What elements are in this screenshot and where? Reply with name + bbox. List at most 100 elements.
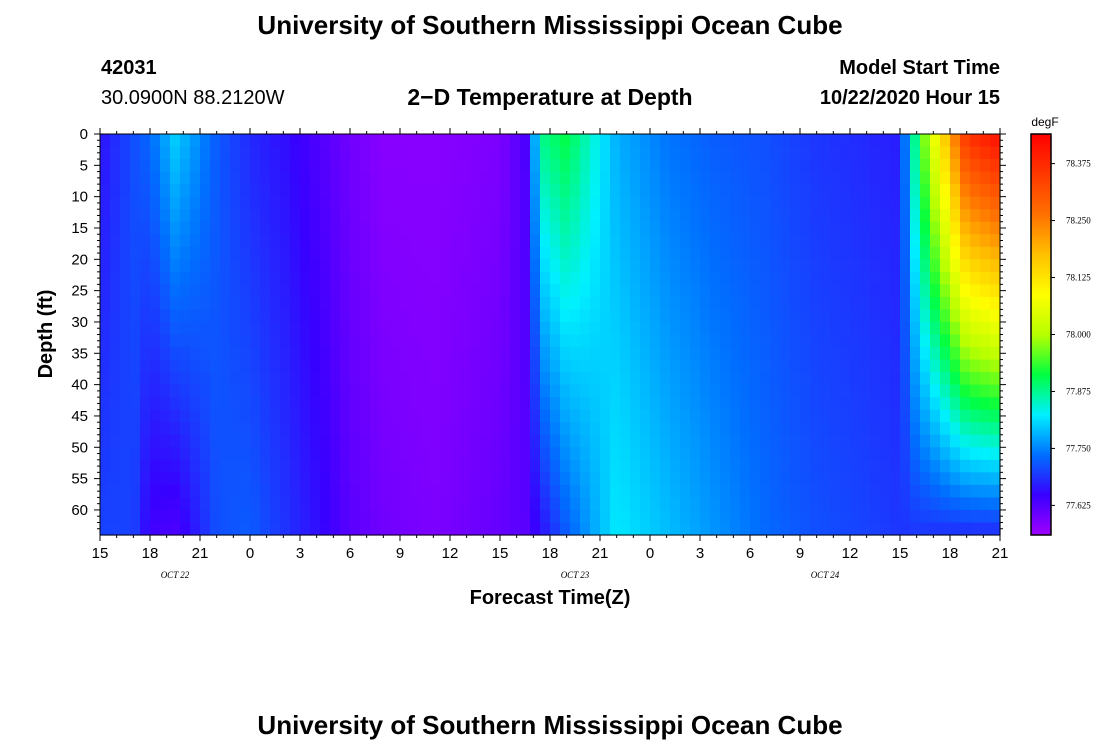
heatmap-cell	[640, 259, 651, 273]
heatmap-cell	[450, 509, 461, 524]
heatmap-cell	[960, 134, 971, 148]
heatmap-cell	[860, 259, 871, 273]
heatmap-cell	[980, 509, 991, 524]
heatmap-cell	[640, 434, 651, 448]
heatmap-cell	[750, 309, 761, 323]
heatmap-cell	[210, 171, 221, 185]
heatmap-cell	[510, 397, 521, 411]
heatmap-cell	[640, 246, 651, 260]
heatmap-cell	[940, 359, 951, 373]
heatmap-cell	[110, 259, 121, 273]
heatmap-cell	[820, 509, 831, 524]
heatmap-cell	[650, 234, 661, 248]
heatmap-cell	[120, 334, 131, 348]
heatmap-cell	[570, 497, 581, 511]
heatmap-cell	[730, 384, 741, 398]
heatmap-cell	[510, 484, 521, 499]
heatmap-cell	[190, 159, 201, 173]
heatmap-cell	[450, 522, 461, 536]
heatmap-cell	[240, 522, 251, 536]
heatmap-cell	[850, 284, 861, 298]
heatmap-cell	[750, 397, 761, 411]
heatmap-cell	[950, 146, 961, 160]
heatmap-cell	[380, 246, 391, 260]
heatmap-cell	[840, 146, 851, 160]
heatmap-cell	[240, 384, 251, 398]
heatmap-cell	[240, 296, 251, 311]
heatmap-cell	[100, 384, 111, 398]
heatmap-cell	[210, 284, 221, 298]
heatmap-cell	[580, 146, 591, 160]
heatmap-cell	[360, 334, 371, 348]
heatmap-cell	[610, 397, 621, 411]
heatmap-cell	[270, 447, 281, 461]
heatmap-cell	[230, 309, 241, 323]
heatmap-cell	[270, 171, 281, 185]
heatmap-cell	[110, 284, 121, 298]
heatmap-cell	[550, 171, 561, 185]
heatmap-cell	[890, 146, 901, 160]
heatmap-cell	[230, 259, 241, 273]
heatmap-cell	[980, 221, 991, 235]
heatmap-cell	[680, 347, 691, 361]
heatmap-cell	[800, 384, 811, 398]
heatmap-cell	[790, 459, 801, 473]
heatmap-cell	[550, 184, 561, 198]
heatmap-cell	[960, 196, 971, 210]
heatmap-cell	[490, 259, 501, 273]
heatmap-cell	[900, 246, 911, 260]
heatmap-cell	[440, 484, 451, 499]
heatmap-cell	[320, 447, 331, 461]
heatmap-cell	[580, 334, 591, 348]
x-tick-label: 6	[746, 545, 754, 562]
heatmap-cell	[140, 209, 151, 223]
heatmap-cell	[650, 397, 661, 411]
heatmap-cell	[550, 309, 561, 323]
heatmap-cell	[410, 284, 421, 298]
heatmap-cell	[570, 296, 581, 311]
heatmap-cell	[490, 196, 501, 210]
heatmap-cell	[840, 497, 851, 511]
heatmap-cell	[830, 409, 841, 423]
heatmap-cell	[250, 146, 261, 160]
heatmap-cell	[820, 434, 831, 448]
heatmap-cell	[770, 472, 781, 486]
heatmap-cell	[630, 372, 641, 386]
heatmap-cell	[520, 409, 531, 423]
heatmap-cell	[750, 159, 761, 173]
heatmap-cell	[610, 334, 621, 348]
heatmap-cell	[710, 384, 721, 398]
heatmap-cell	[150, 234, 161, 248]
heatmap-cell	[460, 472, 471, 486]
heatmap-cell	[950, 359, 961, 373]
heatmap-cell	[610, 234, 621, 248]
heatmap-cell	[130, 347, 141, 361]
heatmap-cell	[400, 134, 411, 148]
heatmap-cell	[410, 159, 421, 173]
heatmap-cell	[720, 484, 731, 499]
heatmap-cell	[200, 284, 211, 298]
heatmap-cell	[740, 409, 751, 423]
heatmap-cell	[640, 271, 651, 285]
heatmap-cell	[300, 234, 311, 248]
heatmap-cell	[340, 434, 351, 448]
heatmap-cell	[730, 221, 741, 235]
heatmap-cell	[800, 271, 811, 285]
heatmap-cell	[470, 271, 481, 285]
heatmap-cell	[780, 409, 791, 423]
heatmap-cell	[550, 196, 561, 210]
heatmap-cell	[970, 372, 981, 386]
x-axis: 15 18 21 0 3 6 9 12 15 18 21 0 3 6 9 12 15 18 21	[92, 128, 1008, 562]
heatmap-cell	[640, 372, 651, 386]
heatmap-cell	[920, 522, 931, 536]
heatmap-cell	[670, 196, 681, 210]
heatmap-cell	[350, 171, 361, 185]
heatmap-cell	[880, 484, 891, 499]
heatmap-cell	[460, 259, 471, 273]
heatmap-cell	[610, 146, 621, 160]
heatmap-cell	[880, 509, 891, 524]
heatmap-cell	[940, 309, 951, 323]
heatmap-cell	[640, 472, 651, 486]
x-tick-label: 21	[592, 545, 609, 562]
heatmap-cell	[800, 221, 811, 235]
